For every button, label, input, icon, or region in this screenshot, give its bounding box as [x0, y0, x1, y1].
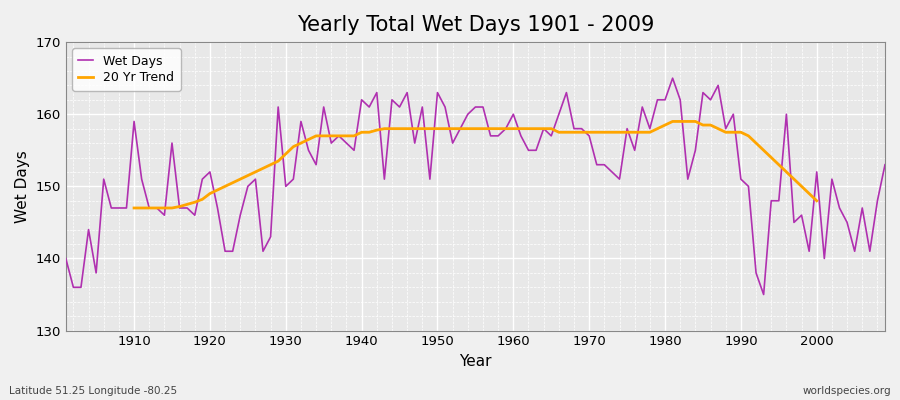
Wet Days [500, 126, 511, 131]
Legend: Wet Days, 20 Yr Trend: Wet Days, 20 Yr Trend [72, 48, 181, 91]
Line: 20 Yr Trend: 20 Yr Trend [134, 122, 816, 208]
Text: Latitude 51.25 Longitude -80.25: Latitude 51.25 Longitude -80.25 [9, 386, 177, 396]
20 Yr Trend [212, 188, 223, 192]
20 Yr Trend [303, 137, 314, 142]
Wet Days [598, 162, 609, 167]
Wet Days [288, 177, 299, 182]
Wet Days [508, 112, 518, 117]
Wet Days [879, 162, 890, 167]
20 Yr Trend [129, 206, 140, 210]
Wet Days [667, 76, 678, 80]
X-axis label: Year: Year [459, 354, 491, 369]
Wet Days [334, 134, 345, 138]
20 Yr Trend [713, 126, 724, 131]
20 Yr Trend [288, 144, 299, 149]
20 Yr Trend [811, 198, 822, 203]
20 Yr Trend [667, 119, 678, 124]
20 Yr Trend [804, 191, 814, 196]
Line: Wet Days: Wet Days [66, 78, 885, 294]
Title: Yearly Total Wet Days 1901 - 2009: Yearly Total Wet Days 1901 - 2009 [297, 15, 654, 35]
Wet Days [758, 292, 769, 297]
Text: worldspecies.org: worldspecies.org [803, 386, 891, 396]
Wet Days [60, 256, 71, 261]
Y-axis label: Wet Days: Wet Days [15, 150, 30, 223]
20 Yr Trend [796, 184, 807, 189]
Wet Days [122, 206, 132, 210]
